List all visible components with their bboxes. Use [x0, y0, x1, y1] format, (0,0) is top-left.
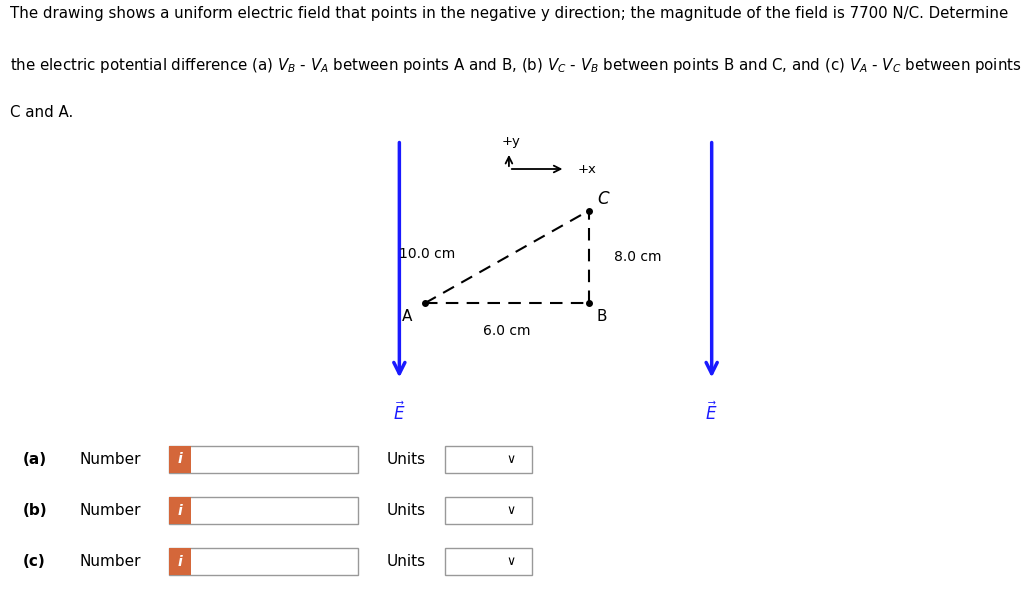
Text: i: i	[178, 555, 182, 569]
Text: Number: Number	[80, 554, 141, 569]
Text: Units: Units	[387, 503, 426, 518]
FancyBboxPatch shape	[169, 446, 191, 473]
FancyBboxPatch shape	[169, 548, 191, 575]
Text: i: i	[178, 503, 182, 518]
Text: A: A	[402, 310, 413, 324]
Text: (c): (c)	[23, 554, 45, 569]
Text: (b): (b)	[23, 503, 47, 518]
Text: ∨: ∨	[506, 504, 515, 517]
Text: ∨: ∨	[506, 453, 515, 466]
FancyBboxPatch shape	[169, 446, 358, 473]
Text: B: B	[597, 310, 607, 324]
Text: C: C	[597, 190, 608, 208]
FancyBboxPatch shape	[445, 446, 532, 473]
Text: Number: Number	[80, 452, 141, 467]
Text: C and A.: C and A.	[10, 105, 74, 120]
FancyBboxPatch shape	[169, 548, 358, 575]
Text: 6.0 cm: 6.0 cm	[483, 324, 530, 338]
Text: ∨: ∨	[506, 555, 515, 568]
Text: 8.0 cm: 8.0 cm	[614, 250, 662, 264]
FancyBboxPatch shape	[445, 497, 532, 524]
FancyBboxPatch shape	[445, 548, 532, 575]
Text: (a): (a)	[23, 452, 47, 467]
Text: Number: Number	[80, 503, 141, 518]
Text: Units: Units	[387, 554, 426, 569]
Text: $\vec{E}$: $\vec{E}$	[393, 402, 406, 425]
Text: Units: Units	[387, 452, 426, 467]
Text: The drawing shows a uniform electric field that points in the negative y directi: The drawing shows a uniform electric fie…	[10, 6, 1009, 21]
Text: +y: +y	[502, 135, 520, 148]
Text: the electric potential difference (a) $V_B$ - $V_A$ between points A and B, (b) : the electric potential difference (a) $V…	[10, 56, 1022, 75]
Text: +x: +x	[578, 162, 596, 176]
FancyBboxPatch shape	[169, 497, 191, 524]
Text: i: i	[178, 452, 182, 466]
Text: $\vec{E}$: $\vec{E}$	[706, 402, 718, 425]
Text: 10.0 cm: 10.0 cm	[399, 247, 456, 261]
FancyBboxPatch shape	[169, 497, 358, 524]
